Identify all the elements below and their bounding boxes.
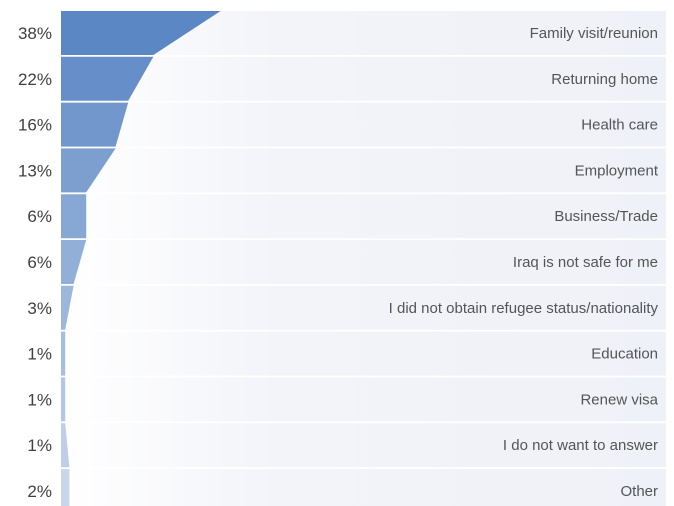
value-label: 1% [27,390,52,409]
category-label: I did not obtain refugee status/national… [389,300,659,317]
category-labels: Family visit/reunion Returning home Health… [389,25,659,500]
value-label: 13% [18,161,52,180]
value-label: 1% [27,345,52,364]
category-label: Renew visa [580,391,658,408]
bar [61,11,221,55]
value-label: 16% [18,116,52,135]
category-label: Employment [575,162,659,179]
bar [61,194,87,239]
value-label: 6% [27,207,52,226]
category-label: Business/Trade [554,208,658,225]
row-background [61,377,666,422]
row-background [61,285,666,330]
category-label: Family visit/reunion [530,25,658,42]
bar [61,56,154,101]
value-labels: 38% 22% 16% 13% 6% 6% 3% 1% 1% 1% 2% [18,24,52,501]
category-label: Iraq is not safe for me [513,254,658,271]
bar [61,285,74,330]
category-label: I do not want to answer [503,437,658,454]
category-label: Other [620,483,658,500]
category-label: Education [591,346,658,363]
value-label: 2% [27,482,52,501]
value-label: 38% [18,24,52,43]
category-label: Health care [581,117,658,134]
bar [61,148,116,193]
row-backgrounds [61,11,666,506]
bars [61,11,221,506]
row-background [61,331,666,376]
row-background [61,194,666,239]
value-label: 22% [18,70,52,89]
bar [61,469,70,506]
category-label: Returning home [551,71,658,88]
value-label: 6% [27,253,52,272]
row-background [61,423,666,468]
row-background [61,148,666,193]
bar [61,377,66,422]
bar [61,102,129,147]
row-background [61,469,666,506]
row-background [61,240,666,284]
bar [61,240,87,284]
value-label: 1% [27,436,52,455]
row-background [61,56,666,101]
value-label: 3% [27,299,52,318]
bar [61,331,66,376]
bar [61,423,70,468]
row-background [61,102,666,147]
